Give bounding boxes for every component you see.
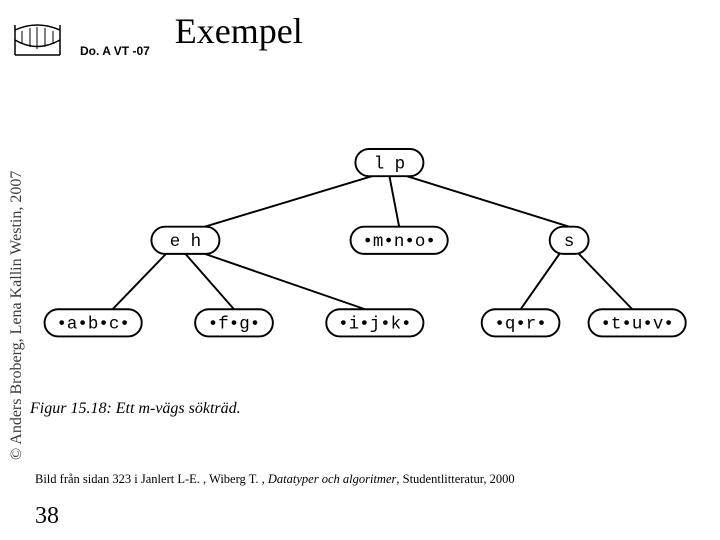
attribution-prefix: Bild från sidan 323 i Janlert L-E. , Wib… [35, 472, 268, 486]
tree-node-label: •a•b•c• [56, 315, 129, 335]
tree-edge [113, 254, 166, 309]
image-attribution: Bild från sidan 323 i Janlert L-E. , Wib… [35, 472, 515, 487]
tree-edge [205, 176, 372, 227]
copyright-credit: © Anders Broberg, Lena Kallin Westin, 20… [8, 171, 26, 460]
figure-label: Figur 15.18: [30, 400, 112, 417]
bridge-logo [10, 15, 65, 60]
attribution-book: Datatyper och algoritmer [268, 472, 396, 486]
slide-header: Do. A VT -07 Exempel [10, 10, 303, 60]
attribution-suffix: , Studentlitteratur, 2000 [396, 472, 514, 486]
tree-edge [389, 176, 399, 227]
slide-title: Exempel [175, 10, 303, 52]
figure-description: Ett m-vägs sökträd. [116, 400, 241, 417]
page-number: 38 [35, 503, 59, 530]
figure-caption: Figur 15.18: Ett m-vägs sökträd. [30, 400, 241, 418]
tree-node-label: s [564, 232, 574, 252]
tree-edge [205, 254, 365, 309]
tree-node-label: e h [170, 232, 201, 252]
tree-edge [521, 254, 560, 309]
tree-node-label: •q•r• [494, 315, 546, 335]
tree-node-label: •t•u•v• [600, 315, 673, 335]
course-label: Do. A VT -07 [80, 44, 150, 58]
tree-node-label: •f•g• [208, 315, 260, 335]
tree-node-label: •i•j•k• [338, 315, 411, 335]
tree-edge [579, 254, 632, 309]
tree-edge [407, 176, 569, 227]
mway-search-tree-diagram: l p e h •m•n•o• s •a•b•c• •f•g• •i•j•k• •q•r• •t… [30, 100, 710, 400]
tree-node-label: •m•n•o• [362, 232, 435, 252]
tree-node-label: l p [374, 154, 405, 174]
